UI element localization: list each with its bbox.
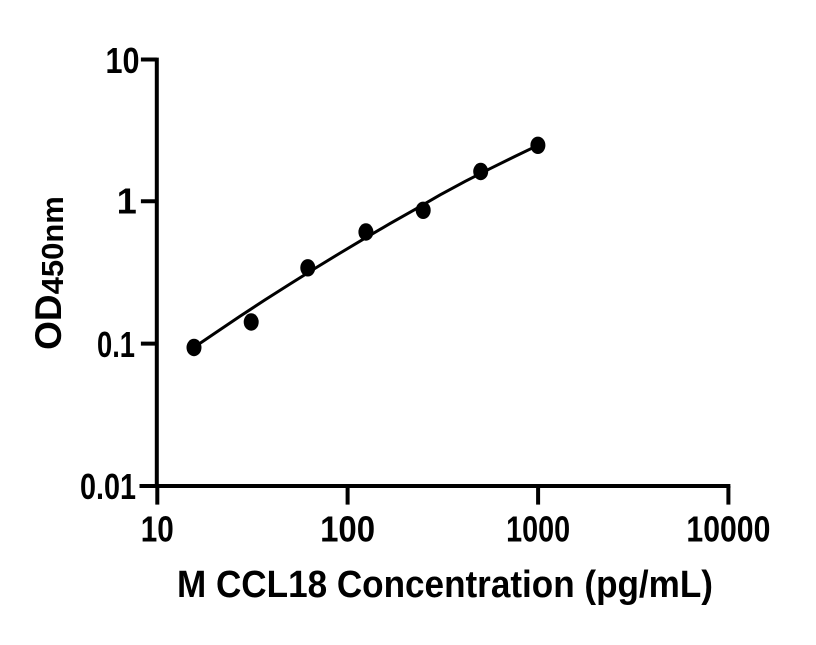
svg-text:100: 100 bbox=[320, 509, 375, 550]
svg-text:1000: 1000 bbox=[506, 509, 570, 550]
svg-text:1: 1 bbox=[117, 181, 137, 222]
svg-text:10: 10 bbox=[141, 509, 174, 550]
svg-text:10000: 10000 bbox=[686, 509, 770, 550]
svg-text:0.1: 0.1 bbox=[97, 324, 135, 365]
svg-text:M CCL18 Concentration (pg/mL): M CCL18 Concentration (pg/mL) bbox=[177, 564, 713, 606]
svg-text:10: 10 bbox=[106, 40, 140, 81]
svg-text:0.01: 0.01 bbox=[80, 466, 136, 507]
svg-text:OD450nm: OD450nm bbox=[28, 196, 70, 350]
